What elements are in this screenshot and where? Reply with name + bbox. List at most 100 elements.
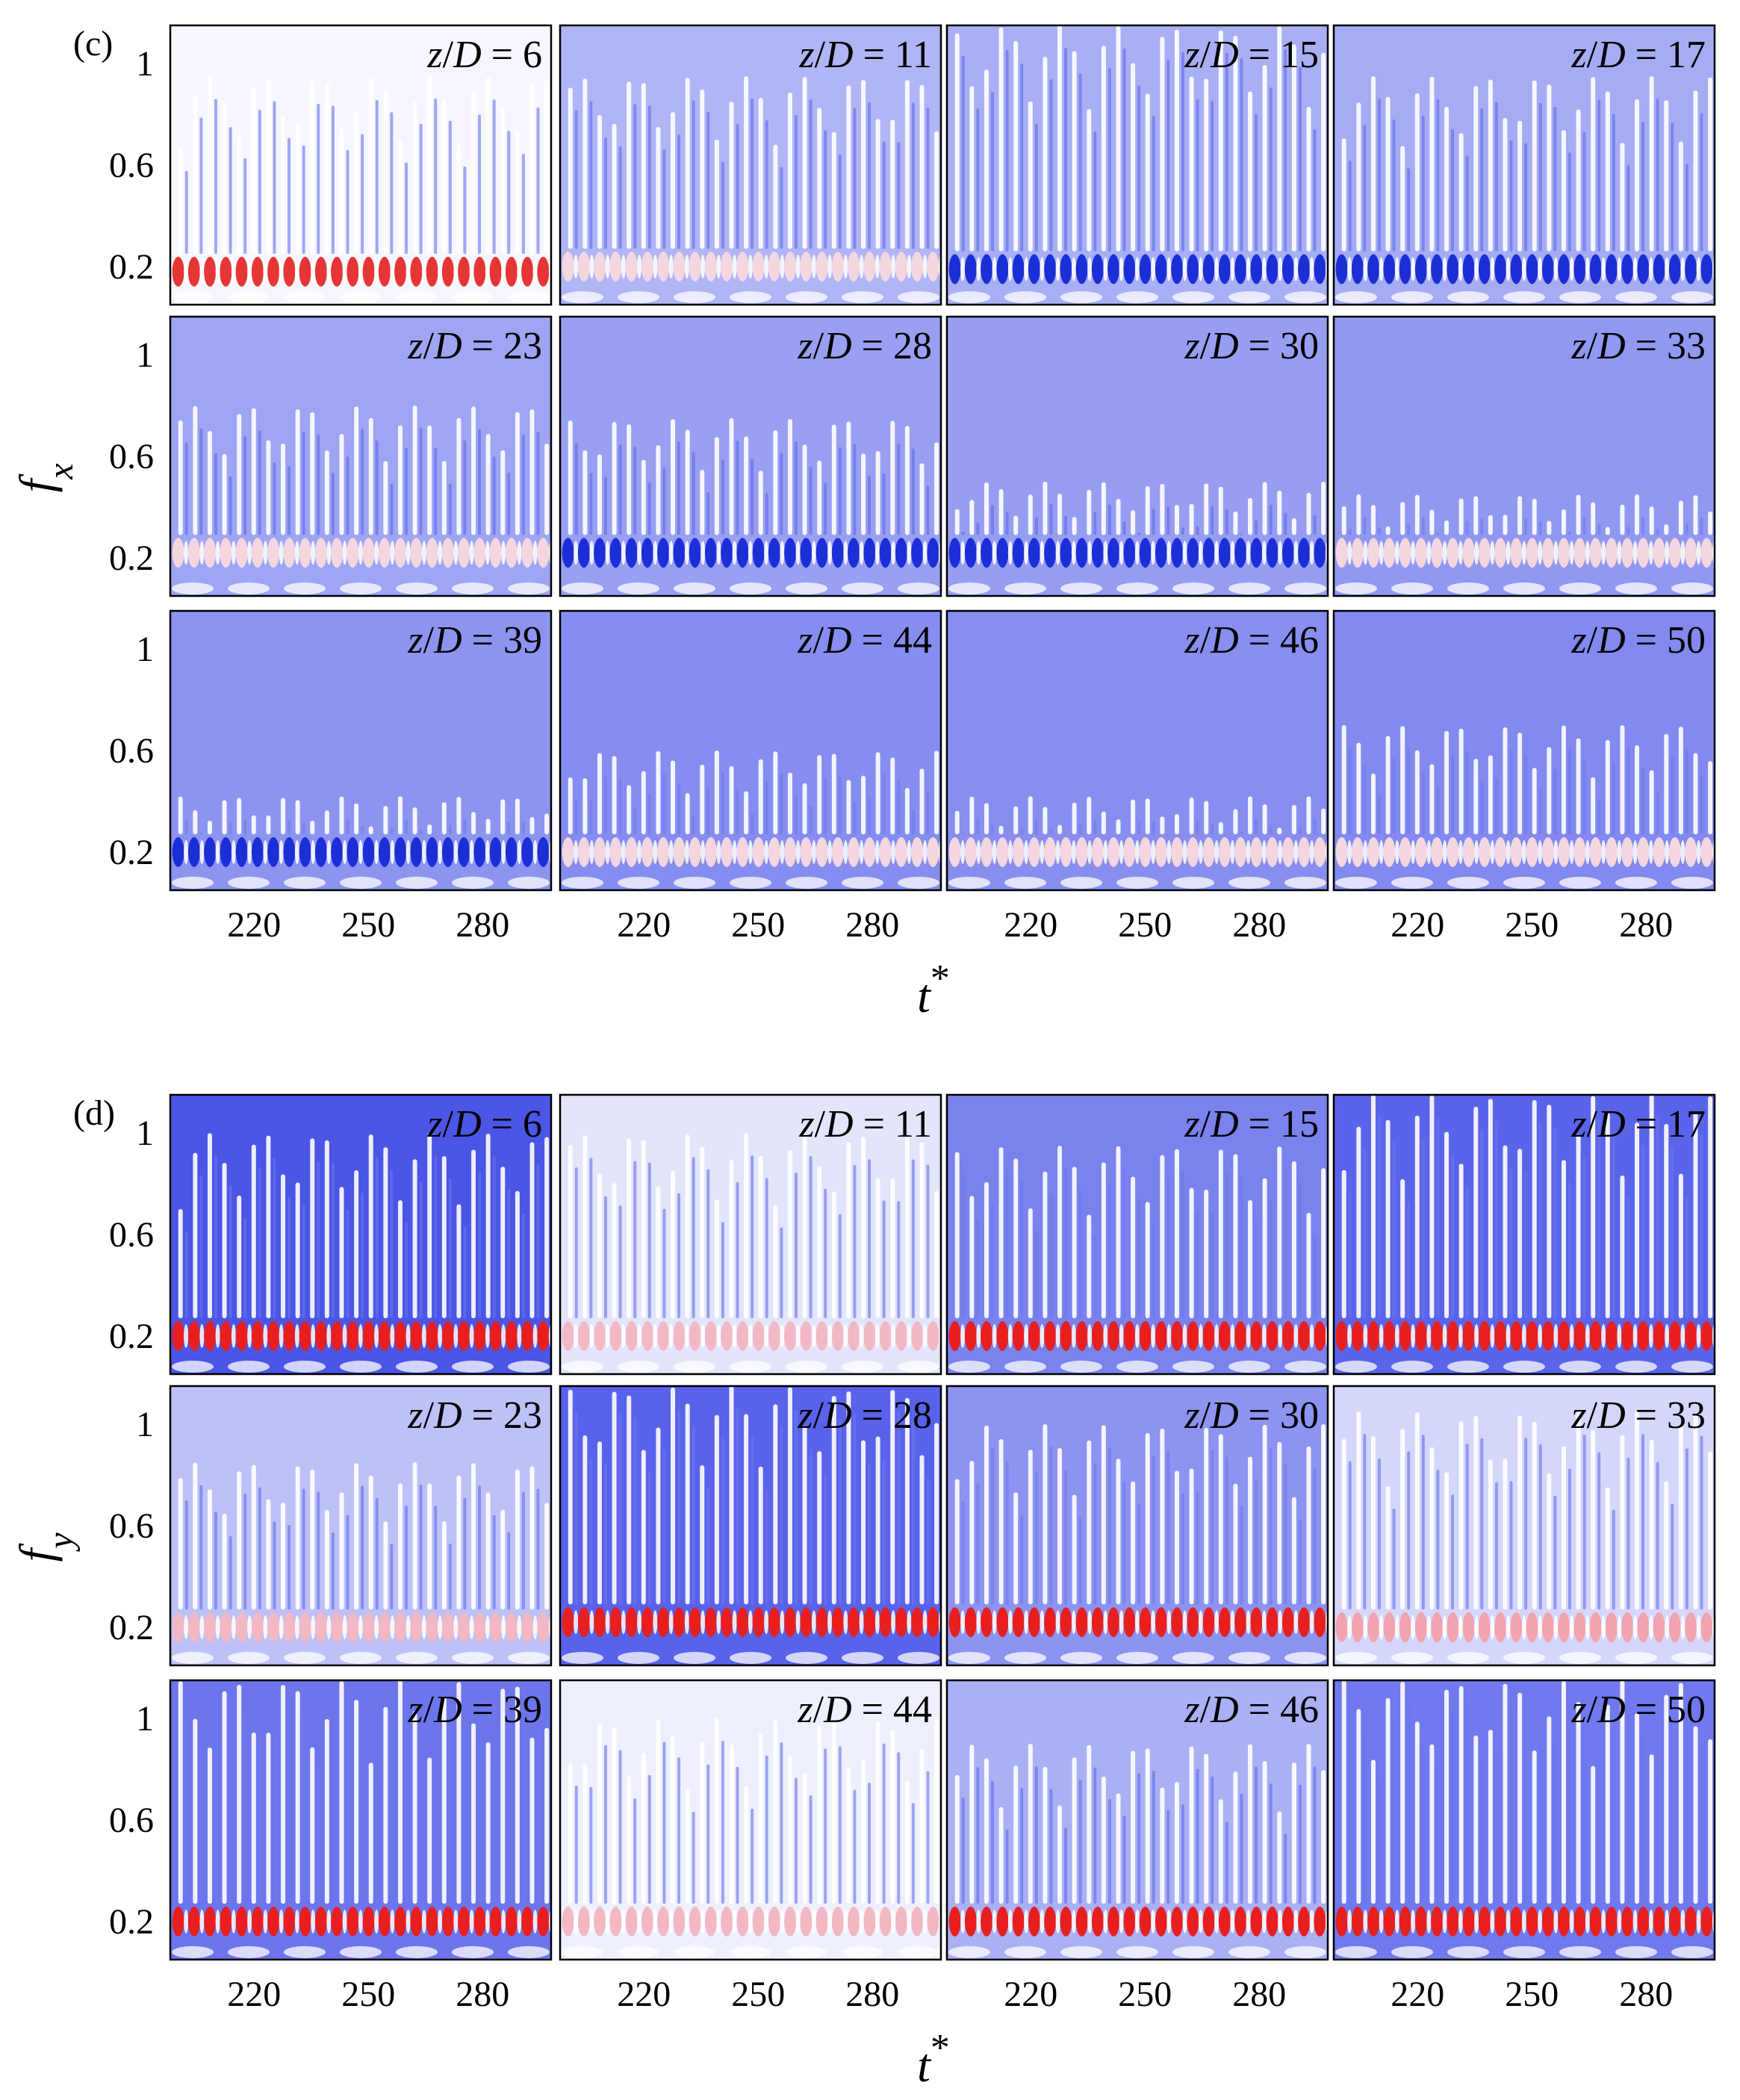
low-freq-lobe: [1335, 1652, 1377, 1664]
carrier-blob: [1589, 1612, 1602, 1642]
carrier-gap: [1632, 1324, 1638, 1348]
low-freq-lobe: [1503, 1946, 1545, 1958]
contour-stripe: [1561, 130, 1566, 252]
carrier-gap: [311, 541, 316, 565]
carrier-gap: [891, 840, 896, 864]
contour-stripe-edge: [868, 1462, 871, 1605]
carrier-gap: [501, 541, 506, 565]
low-freq-lobe: [898, 1361, 939, 1373]
contour-stripe-edge: [478, 429, 482, 535]
contour-stripe-edge: [589, 801, 593, 835]
contour-stripe: [471, 406, 476, 535]
carrier-gap: [279, 840, 284, 864]
carrier-blob: [964, 1607, 977, 1638]
carrier-blob: [1123, 837, 1136, 867]
contour-stripe: [787, 1150, 792, 1319]
contour-stripe: [1473, 496, 1479, 535]
carrier-gap: [199, 1324, 205, 1348]
contour-stripe: [1429, 764, 1435, 835]
low-freq-lobe: [948, 877, 990, 889]
contour-stripe: [193, 1462, 198, 1610]
contour-stripe-edge: [990, 1780, 994, 1904]
contour-stripe: [1028, 1744, 1033, 1904]
y-tick-label: 1: [136, 1113, 154, 1153]
contour-stripe-edge: [1656, 792, 1659, 835]
contour-stripe: [1356, 1411, 1361, 1610]
carrier-gap: [1214, 840, 1219, 864]
carrier-gap: [1309, 1324, 1314, 1348]
carrier-gap: [716, 1910, 721, 1933]
carrier-gap: [485, 541, 490, 565]
contour-stripe: [1693, 1726, 1698, 1904]
contour-stripe-edge: [809, 1795, 812, 1904]
contour-stripe-edge: [1049, 504, 1053, 535]
contour-stripe: [1145, 93, 1150, 252]
contour-stripe-edge: [1093, 818, 1097, 835]
carrier-blob: [1653, 1907, 1665, 1936]
contour-stripe: [568, 1389, 573, 1605]
contour-stripe: [427, 1483, 432, 1610]
carrier-blob: [299, 1907, 311, 1936]
carrier-blob: [1414, 837, 1427, 867]
subplot-frame: [559, 1679, 942, 1961]
carrier-gap: [311, 1910, 316, 1933]
contour-stripe: [714, 1718, 719, 1904]
carrier-blob: [689, 252, 701, 282]
low-freq-lobe: [1615, 877, 1657, 889]
carrier-blob: [1298, 1907, 1311, 1936]
carrier-blob: [948, 1907, 961, 1936]
contour-stripe-edge: [1196, 1768, 1199, 1904]
carrier-gap: [1538, 840, 1543, 864]
carrier-gap: [1632, 840, 1638, 864]
carrier-gap: [732, 1910, 737, 1933]
carrier-blob: [1234, 1321, 1247, 1351]
carrier-blob: [441, 1321, 454, 1351]
contour-stripe-edge: [1597, 524, 1601, 535]
contour-stripe: [1306, 796, 1311, 835]
carrier-blob: [1478, 1907, 1491, 1936]
carrier-blob: [1399, 1321, 1411, 1351]
carrier-gap: [1648, 840, 1653, 864]
carrier-gap: [1278, 1610, 1283, 1635]
contour-stripe-edge: [1181, 1493, 1184, 1605]
contour-stripe: [817, 1726, 822, 1904]
contour-stripe: [1189, 503, 1194, 535]
contour-stripe: [984, 482, 989, 535]
carrier-blob: [1526, 254, 1538, 285]
contour-stripe: [456, 1475, 462, 1610]
low-freq-lobe: [674, 1361, 715, 1373]
contour-stripe-edge: [521, 153, 525, 254]
low-freq-lobe: [1228, 583, 1270, 594]
carrier-gap: [485, 1910, 490, 1933]
contour-stripe: [934, 751, 939, 835]
carrier-blob: [1171, 254, 1184, 285]
carrier-gap: [1246, 541, 1251, 565]
contour-stripe-edge: [273, 1158, 276, 1319]
carrier-gap: [1071, 840, 1076, 864]
carrier-blob: [1123, 254, 1136, 285]
carrier-gap: [1458, 1615, 1463, 1639]
contour-stripe-edge: [1211, 1450, 1214, 1605]
contour-stripe-edge: [911, 102, 915, 249]
contour-stripe: [904, 787, 910, 835]
carrier-gap: [843, 1910, 848, 1933]
contour-stripe: [1444, 107, 1450, 252]
contour-stripe-edge: [911, 1420, 915, 1605]
carrier-blob: [1510, 1907, 1523, 1936]
contour-stripe-edge: [868, 798, 871, 835]
contour-stripe: [266, 815, 271, 835]
contour-stripe-edge: [317, 1491, 320, 1610]
contour-stripe: [1576, 1701, 1581, 1904]
contour-stripe-edge: [1407, 1703, 1411, 1904]
low-freq-lobe: [172, 1652, 214, 1664]
carrier-gap: [1601, 257, 1606, 282]
subplot-frame: [945, 1385, 1329, 1667]
contour-stripe-edge: [390, 112, 394, 254]
carrier-gap: [1166, 1910, 1172, 1933]
subplot-z-15: z/D = 15: [945, 1093, 1329, 1376]
carrier-blob: [505, 256, 518, 287]
carrier-blob: [426, 1907, 438, 1936]
contour-stripe-edge: [692, 1812, 695, 1904]
contour-stripe-edge: [1284, 1169, 1287, 1319]
